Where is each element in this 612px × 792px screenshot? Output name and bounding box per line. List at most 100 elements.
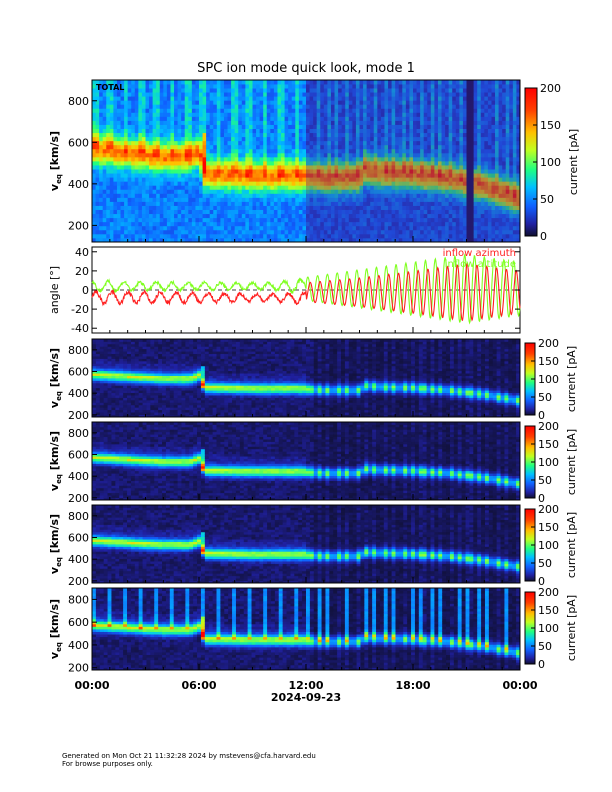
heatmap-cell (452, 181, 457, 186)
heatmap-cell (199, 233, 203, 239)
heatmap-cell (452, 108, 457, 113)
heatmap-cell (316, 88, 321, 93)
heatmap-cell (124, 112, 129, 117)
heatmap-cell (256, 116, 261, 121)
heatmap-cell (291, 205, 296, 210)
heatmap-cell (109, 217, 114, 223)
heatmap-cell (202, 217, 207, 223)
heatmap-cell (370, 185, 375, 190)
heatmap-cell (188, 140, 193, 146)
heatmap-cell (377, 156, 382, 162)
heatmap-cell (359, 140, 364, 146)
heatmap-cell (366, 80, 371, 85)
heatmap-cell (238, 169, 243, 174)
heatmap-cell (134, 92, 139, 97)
heatmap-cell (223, 165, 228, 170)
heatmap-cell (402, 128, 407, 134)
heatmap-cell (99, 165, 104, 170)
heatmap-cell (127, 128, 132, 134)
heatmap-cell (120, 104, 125, 109)
heatmap-cell (441, 80, 446, 85)
heatmap-cell (338, 185, 343, 190)
heatmap-cell (120, 156, 125, 162)
heatmap-cell (227, 136, 232, 142)
heatmap-cell (395, 181, 400, 186)
heatmap-cell (377, 189, 382, 194)
heatmap-cell (202, 132, 207, 138)
heatmap-cell (106, 221, 111, 227)
heatmap-cell (281, 84, 285, 89)
heatmap-cell (302, 205, 307, 210)
heatmap-cell (234, 96, 239, 101)
heatmap-cell (220, 233, 225, 239)
heatmap-cell (252, 140, 257, 146)
heatmap-cell (348, 229, 353, 235)
heatmap-cell (252, 237, 257, 243)
heatmap-cell (99, 177, 104, 182)
heatmap-cell (95, 368, 101, 372)
heatmap-cell (437, 120, 442, 125)
heatmap-cell (209, 197, 214, 202)
heatmap-cell (359, 108, 364, 113)
heatmap-cell (170, 173, 175, 178)
heatmap-cell (124, 128, 129, 134)
heatmap-cell (206, 152, 211, 158)
heatmap-cell (131, 201, 136, 206)
heatmap-cell (391, 201, 396, 206)
heatmap-cell (241, 80, 246, 85)
heatmap-cell (373, 100, 378, 105)
heatmap-cell (99, 368, 105, 372)
heatmap-cell (270, 165, 275, 170)
heatmap-cell (202, 205, 207, 210)
heatmap-cell (395, 213, 400, 219)
heatmap-cell (313, 84, 318, 89)
heatmap-cell (334, 152, 339, 158)
heatmap-cell (388, 128, 392, 134)
heatmap-cell (384, 136, 389, 142)
heatmap-cell (459, 177, 464, 182)
heatmap-cell (452, 136, 457, 142)
heatmap-cell (149, 96, 154, 101)
heatmap-cell (327, 189, 332, 194)
heatmap-cell (206, 185, 211, 190)
heatmap-cell (248, 120, 253, 125)
heatmap-cell (177, 100, 182, 105)
heatmap-cell (266, 132, 271, 138)
heatmap-cell (199, 169, 203, 174)
heatmap-cell (273, 124, 278, 129)
heatmap-cell (120, 88, 125, 93)
heatmap-cell (206, 104, 211, 109)
heatmap-cell (213, 237, 218, 243)
heatmap-cell (273, 181, 278, 186)
heatmap-cell (388, 124, 392, 129)
heatmap-cell (409, 205, 414, 210)
heatmap-cell (206, 124, 211, 129)
heatmap-cell (320, 116, 325, 121)
heatmap-cell (345, 213, 350, 219)
heatmap-cell (92, 185, 96, 190)
heatmap-cell (298, 92, 303, 97)
heatmap-cell (202, 229, 207, 235)
heatmap-cell (199, 201, 203, 206)
heatmap-cell (227, 197, 232, 202)
heatmap-cell (95, 104, 100, 109)
heatmap-cell (416, 120, 421, 125)
heatmap-cell (206, 177, 211, 182)
heatmap-cell (302, 193, 307, 198)
heatmap-cell (413, 136, 417, 142)
heatmap-cell (459, 217, 464, 223)
heatmap-cell (159, 80, 164, 85)
heatmap-cell (188, 96, 193, 101)
heatmap-cell (138, 193, 143, 198)
heatmap-cell (391, 237, 396, 243)
heatmap-cell (434, 221, 439, 227)
heatmap-cell (323, 148, 328, 154)
heatmap-cell (106, 173, 111, 178)
heatmap-cell (334, 112, 339, 117)
heatmap-cell (195, 144, 200, 150)
heatmap-cell (306, 80, 310, 85)
heatmap-cell (248, 140, 253, 146)
heatmap-cell (259, 193, 264, 198)
heatmap-cell (334, 237, 339, 243)
heatmap-cell (266, 161, 271, 166)
